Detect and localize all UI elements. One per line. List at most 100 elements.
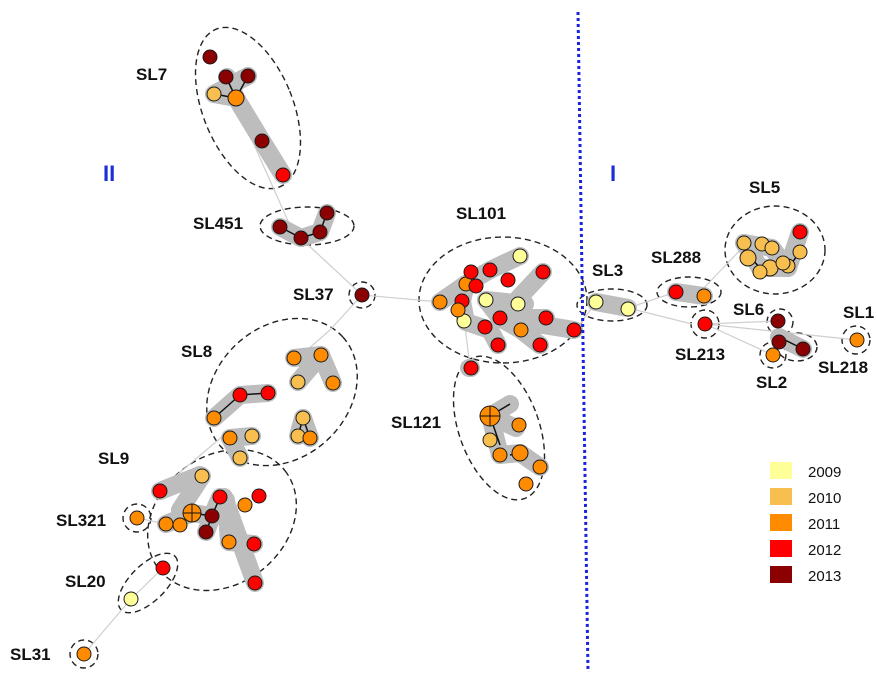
cluster-label-sl288: SL288 (651, 248, 701, 267)
strain-node-89 (849, 332, 865, 348)
strain-node-41 (76, 646, 92, 662)
cluster-label-sl213: SL213 (675, 345, 725, 364)
strain-node-50 (478, 292, 494, 308)
legend-label-2013: 2013 (808, 568, 841, 585)
strain-node-13 (313, 347, 329, 363)
cluster-label-sl37: SL37 (293, 285, 334, 304)
strain-node-22 (222, 430, 238, 446)
strain-node-38 (129, 510, 145, 526)
strain-node-32 (158, 516, 174, 532)
strain-node-33 (251, 488, 267, 504)
strain-node-54 (510, 296, 526, 312)
strain-node-10 (319, 205, 335, 221)
strain-node-45 (482, 262, 498, 278)
strain-node-77 (764, 240, 780, 256)
strain-node-62 (463, 360, 479, 376)
strain-node-65 (511, 417, 527, 433)
halo-37 (491, 263, 552, 327)
cluster-boundary-sl5 (724, 205, 826, 295)
cluster-boundary-sl288 (656, 276, 722, 308)
legend-label-2011: 2011 (808, 516, 840, 533)
strain-node-81 (792, 244, 808, 260)
strain-node-4 (227, 89, 245, 107)
cluster-boundary-sl321 (122, 503, 152, 533)
strain-node-87 (771, 334, 787, 350)
strain-node-52 (477, 319, 493, 335)
legend-swatch-2010 (770, 488, 792, 505)
strain-node-30 (198, 524, 214, 540)
strain-node-53 (492, 310, 508, 326)
strain-node-9 (312, 224, 328, 240)
strain-node-75 (736, 235, 752, 251)
group-label-II: II (103, 161, 115, 186)
cluster-boundary-sl3 (576, 288, 648, 322)
group-label-I: I (610, 161, 616, 186)
strain-node-71 (620, 301, 636, 317)
legend-label-2012: 2012 (808, 542, 841, 559)
strain-node-47 (535, 264, 551, 280)
strain-node-8 (293, 230, 309, 246)
legend-swatch-2012 (770, 540, 792, 557)
strain-node-72 (668, 284, 684, 300)
strain-node-26 (152, 483, 168, 499)
strain-node-64 (492, 447, 508, 463)
strain-node-44 (463, 264, 479, 280)
strain-node-11 (354, 287, 370, 303)
cluster-label-sl5: SL5 (749, 178, 780, 197)
strain-node-14 (325, 375, 341, 391)
strain-node-88 (795, 341, 811, 357)
strain-node-42 (432, 294, 448, 310)
legend: 2009 2010 2011 2012 2013 (770, 462, 841, 585)
legend-label-2009: 2009 (808, 464, 841, 481)
strain-node-60 (468, 278, 484, 294)
strain-node-19 (295, 410, 311, 426)
cluster-label-sl1: SL1 (843, 303, 874, 322)
strain-node-39 (155, 560, 171, 576)
strain-node-78 (739, 249, 757, 267)
strain-node-17 (232, 387, 248, 403)
strain-node-40 (123, 591, 139, 607)
cluster-label-sl9: SL9 (98, 449, 129, 468)
strain-node-61 (450, 302, 466, 318)
strain-node-2 (240, 68, 256, 84)
legend-label-2010: 2010 (808, 490, 841, 507)
cluster-label-sl3: SL3 (592, 261, 623, 280)
strain-node-55 (490, 337, 506, 353)
strain-node-3 (206, 86, 222, 102)
cluster-boundary-sl8 (206, 317, 358, 467)
cluster-boundary-sl31 (69, 639, 99, 669)
link-6 (83, 598, 132, 655)
strain-node-67 (532, 459, 548, 475)
strain-node-37 (247, 575, 263, 591)
cluster-label-sl31: SL31 (10, 645, 51, 664)
link-0 (361, 294, 441, 303)
strain-node-57 (532, 337, 548, 353)
strain-node-74 (792, 224, 808, 240)
cluster-label-sl451: SL451 (193, 214, 243, 233)
strain-node-12 (286, 350, 302, 366)
strain-node-35 (221, 534, 237, 550)
strain-node-70 (588, 294, 604, 310)
strain-node-82 (752, 264, 768, 280)
cluster-label-sl121: SL121 (391, 413, 441, 432)
link-16 (251, 139, 293, 231)
strain-node-46 (512, 248, 528, 264)
cluster-label-sl8: SL8 (181, 342, 212, 361)
cluster-label-sl101: SL101 (456, 204, 506, 223)
strain-node-0 (202, 49, 218, 65)
link-11 (704, 320, 779, 325)
cluster-boundary-sl121 (452, 355, 546, 501)
strain-node-66 (511, 444, 529, 462)
strain-node-36 (246, 536, 262, 552)
strain-node-69 (482, 432, 498, 448)
strain-node-6 (275, 167, 291, 183)
cluster-label-sl6: SL6 (733, 300, 764, 319)
strain-node-34 (237, 497, 253, 513)
cluster-label-sl2: SL2 (756, 373, 787, 392)
strain-node-48 (500, 272, 516, 288)
strain-node-59 (566, 322, 582, 338)
link-2 (329, 294, 363, 331)
strain-node-29 (212, 489, 228, 505)
strain-node-83 (775, 255, 791, 271)
